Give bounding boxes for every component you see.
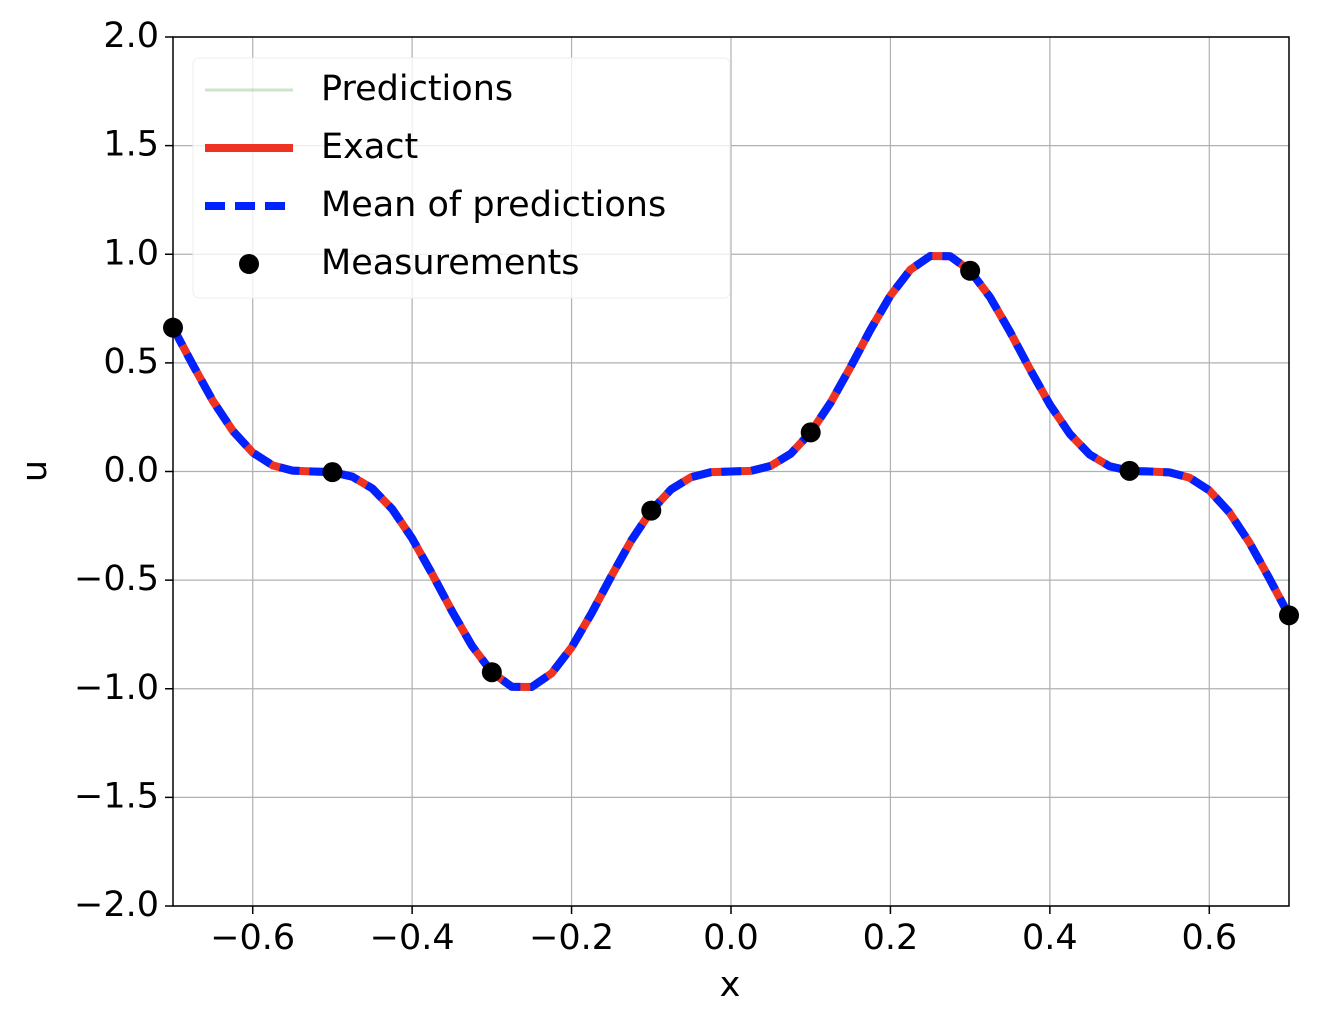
series-line [173,251,1289,692]
y-tick-label: −0.5 [74,559,159,599]
x-tick-label: 0.6 [1181,918,1237,958]
x-tick-label: 0.2 [863,918,919,958]
legend-box [192,57,731,299]
x-tick-label: −0.4 [370,918,455,958]
measurement-point [641,500,662,521]
measurement-point [481,662,502,683]
x-tick-label: −0.2 [529,918,614,958]
plot-frame [172,36,1290,907]
legend-marker [239,254,259,274]
legend-label: Measurements [321,243,580,283]
y-tick-label: −2.0 [74,885,159,925]
legend-label: Predictions [321,69,513,109]
x-tick-label: 0.4 [1022,918,1078,958]
x-axis-label: x [720,965,741,1005]
measurement-point [322,462,343,483]
y-tick-label: −1.5 [74,776,159,816]
y-tick-label: 2.0 [103,16,159,56]
x-tick-label: 0.0 [703,918,759,958]
measurement-point [800,422,821,443]
legend-label: Mean of predictions [321,185,666,225]
legend-label: Exact [321,127,418,167]
y-tick-label: 1.5 [103,125,159,165]
x-tick-label: −0.6 [210,918,295,958]
y-tick-label: 0.5 [103,342,159,382]
y-axis-label: u [15,460,55,482]
y-tick-label: −1.0 [74,668,159,708]
measurement-point [960,260,981,281]
measurement-point [1119,460,1140,481]
y-tick-label: 1.0 [103,233,159,273]
y-tick-label: 0.0 [103,451,159,491]
